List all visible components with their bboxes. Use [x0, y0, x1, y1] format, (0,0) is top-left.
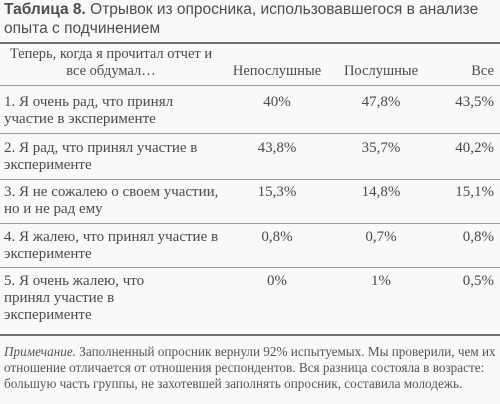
row-2-disobedient: 43,8%: [257, 140, 297, 156]
row-4-disobedient: 0,8%: [261, 229, 293, 245]
header-rule: [0, 85, 500, 86]
row-rule: [0, 267, 500, 268]
row-rule: [0, 133, 500, 134]
table-caption: Таблица 8. Отрывок из опросника, использ…: [4, 0, 498, 38]
header-question: Теперь, когда я прочитал отчет и все обд…: [9, 46, 213, 79]
row-1-obedient: 47,8%: [361, 94, 401, 110]
table-note: Примечание. Заполненный опросник вернули…: [4, 344, 498, 392]
row-3-all: 15,1%: [455, 184, 494, 200]
header-all: Все: [471, 63, 494, 79]
row-3-disobedient: 15,3%: [257, 184, 297, 200]
row-4-all: 0,8%: [462, 229, 494, 245]
table-top-rule: [0, 42, 500, 44]
row-4-obedient: 0,7%: [365, 229, 397, 245]
row-5-question: 5. Я очень жалею, что принял участие в э…: [4, 273, 145, 323]
header-disobedient: Непослушные: [232, 63, 322, 79]
row-3-question: 3. Я не сожалею о своем участии, но и не…: [4, 184, 219, 217]
row-5-all: 0,5%: [462, 273, 494, 289]
caption-label: Таблица 8.: [4, 1, 86, 18]
header-obedient: Послушные: [343, 63, 419, 79]
row-4-question: 4. Я жалею, что принял участие в экспери…: [4, 229, 219, 262]
row-3-obedient: 14,8%: [361, 184, 401, 200]
note-label: Примечание.: [4, 344, 76, 359]
row-2-all: 40,2%: [455, 140, 494, 156]
row-1-question: 1. Я очень рад, что принял участие в экс…: [4, 94, 174, 127]
row-1-all: 43,5%: [455, 94, 494, 110]
row-5-obedient: 1%: [371, 273, 391, 289]
table-bottom-rule: [0, 334, 500, 336]
note-text: Заполненный опросник вернули 92% испытуе…: [4, 344, 496, 391]
row-5-disobedient: 0%: [267, 273, 287, 289]
row-rule: [0, 223, 500, 224]
row-1-disobedient: 40%: [263, 94, 291, 110]
row-2-obedient: 35,7%: [361, 140, 401, 156]
caption-text: Отрывок из опросника, использовавшегося …: [4, 1, 479, 37]
row-2-question: 2. Я рад, что принял участие в экспериме…: [4, 140, 198, 173]
row-rule: [0, 179, 500, 180]
